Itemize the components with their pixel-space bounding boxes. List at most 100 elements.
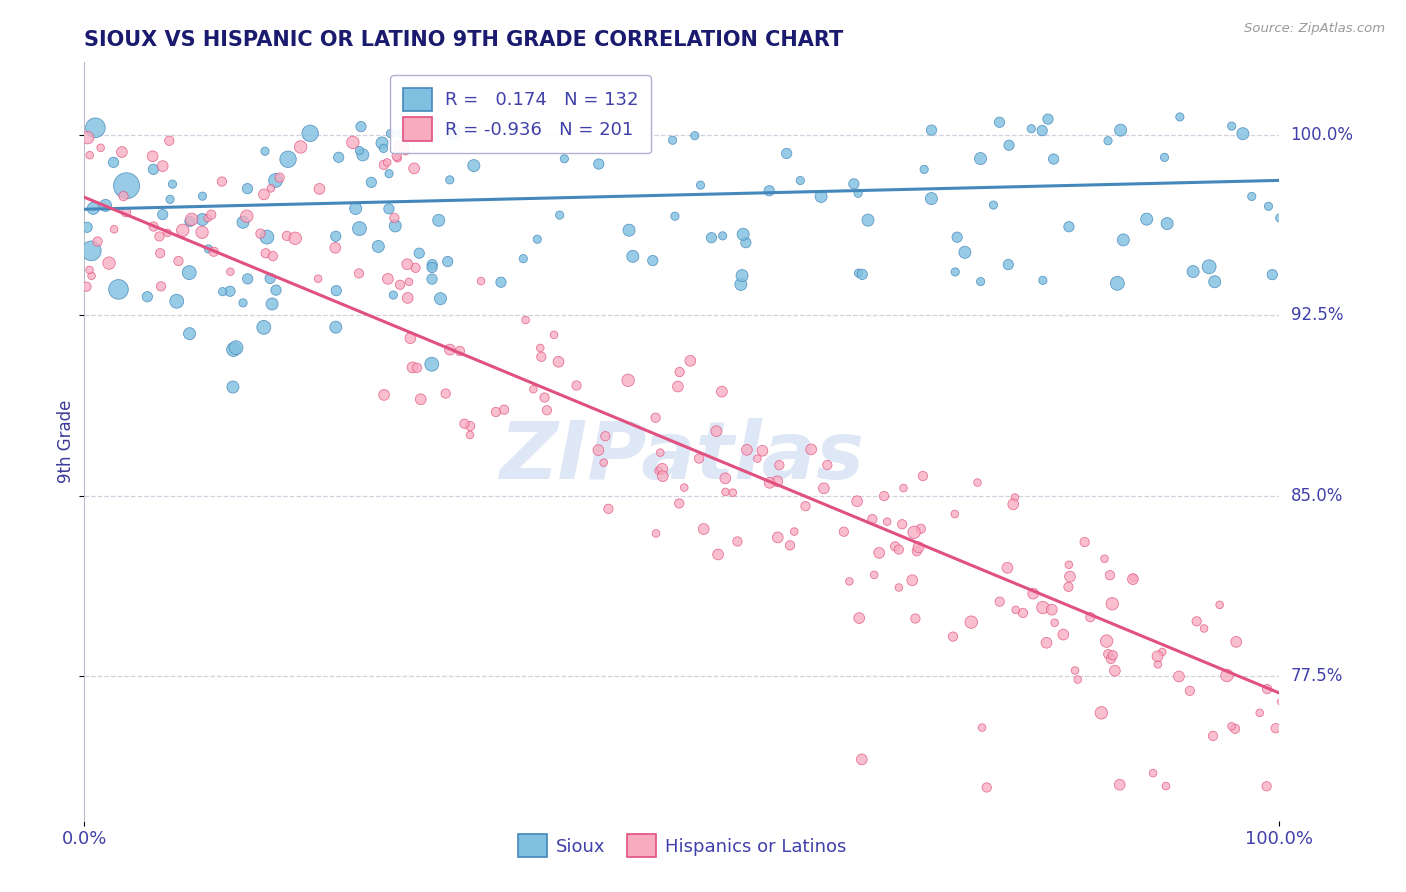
Point [1059,569,1081,583]
Point [815,458,838,472]
Point [887,542,910,557]
Point [868,546,890,560]
Point [747,451,769,466]
Point [439,343,461,357]
Point [983,198,1005,212]
Point [901,573,924,587]
Point [621,249,644,263]
Point [903,525,925,540]
Point [668,496,690,510]
Point [1109,123,1132,137]
Point [232,296,254,310]
Point [921,123,943,137]
Point [349,144,371,158]
Point [94,198,117,212]
Point [592,456,614,470]
Point [1032,600,1054,615]
Point [848,611,870,625]
Point [1268,211,1291,225]
Point [202,244,225,259]
Point [142,162,165,177]
Point [1198,260,1220,274]
Point [1122,572,1144,586]
Point [253,145,276,159]
Point [404,161,426,176]
Point [377,272,399,286]
Point [264,283,287,297]
Point [323,241,346,255]
Point [1261,268,1284,282]
Point [588,157,610,171]
Point [721,485,744,500]
Point [211,285,233,299]
Point [783,524,806,539]
Point [149,246,172,260]
Point [256,230,278,244]
Point [98,256,121,270]
Point [1004,603,1026,617]
Point [700,230,723,244]
Point [943,507,966,521]
Point [907,541,929,555]
Point [794,499,817,513]
Point [661,133,683,147]
Point [420,357,443,371]
Point [1122,571,1144,585]
Point [254,246,277,260]
Point [1142,766,1164,780]
Point [179,326,201,341]
Point [249,227,271,241]
Point [1078,610,1101,624]
Point [396,257,419,271]
Point [1216,668,1239,682]
Point [1178,683,1201,698]
Point [1073,535,1095,549]
Point [673,481,696,495]
Point [711,228,734,243]
Point [946,230,969,244]
Point [107,282,129,296]
Point [420,260,443,275]
Point [408,246,430,260]
Point [887,581,910,595]
Point [706,424,728,438]
Point [1057,580,1080,594]
Point [1223,722,1246,736]
Point [1095,634,1118,648]
Point [373,158,395,172]
Point [166,294,188,309]
Point [997,258,1019,272]
Point [1101,597,1123,611]
Point [668,365,690,379]
Point [76,279,98,293]
Point [350,120,373,134]
Point [860,512,883,526]
Point [389,126,412,140]
Point [103,155,125,169]
Point [1256,682,1278,697]
Point [148,229,170,244]
Point [80,268,103,283]
Point [1154,779,1177,793]
Point [734,235,756,250]
Point [172,223,194,237]
Point [733,227,755,242]
Point [1156,217,1178,231]
Point [259,271,281,285]
Point [385,149,408,163]
Point [789,173,811,187]
Point [398,275,420,289]
Point [1225,635,1247,649]
Point [548,208,571,222]
Text: Source: ZipAtlas.com: Source: ZipAtlas.com [1244,22,1385,36]
Point [714,484,737,499]
Point [86,235,108,249]
Point [197,242,219,256]
Point [180,212,202,227]
Point [463,159,485,173]
Point [115,178,138,193]
Point [617,373,640,387]
Point [1279,681,1302,695]
Point [679,354,702,368]
Point [953,245,976,260]
